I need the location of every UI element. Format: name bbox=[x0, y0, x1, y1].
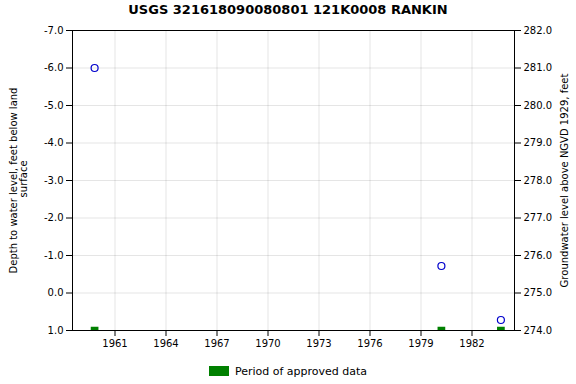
svg-text:-4.0: -4.0 bbox=[44, 137, 64, 148]
svg-text:-5.0: -5.0 bbox=[44, 100, 64, 111]
svg-text:-7.0: -7.0 bbox=[44, 25, 64, 36]
svg-text:1973: 1973 bbox=[306, 338, 331, 349]
svg-text:Groundwater level above NGVD 1: Groundwater level above NGVD 1929, feet bbox=[559, 74, 570, 288]
svg-text:1.0: 1.0 bbox=[48, 325, 64, 336]
svg-text:278.0: 278.0 bbox=[524, 175, 553, 186]
svg-text:1961: 1961 bbox=[102, 338, 127, 349]
svg-text:-3.0: -3.0 bbox=[44, 175, 64, 186]
svg-text:282.0: 282.0 bbox=[524, 25, 553, 36]
html-text:USGS 321618090080801 121K0008: USGS 321618090080801 121K0008 RANKIN bbox=[128, 2, 448, 17]
svg-text:-1.0: -1.0 bbox=[44, 250, 64, 261]
svg-text:1970: 1970 bbox=[255, 338, 280, 349]
svg-text:274.0: 274.0 bbox=[524, 325, 553, 336]
svg-text:1979: 1979 bbox=[408, 338, 433, 349]
svg-text:276.0: 276.0 bbox=[524, 250, 553, 261]
svg-text:275.0: 275.0 bbox=[524, 287, 553, 298]
svg-text:281.0: 281.0 bbox=[524, 62, 553, 73]
svg-text:-6.0: -6.0 bbox=[44, 62, 64, 73]
html-text:Period of approved data: Period of approved data bbox=[234, 364, 368, 378]
svg-text:280.0: 280.0 bbox=[524, 100, 553, 111]
svg-text:279.0: 279.0 bbox=[524, 137, 553, 148]
svg-text:1967: 1967 bbox=[204, 338, 229, 349]
svg-text:-2.0: -2.0 bbox=[44, 212, 64, 223]
svg-text:Depth to water level, feet bel: Depth to water level, feet below land su… bbox=[8, 88, 29, 274]
svg-text:1964: 1964 bbox=[153, 338, 178, 349]
svg-text:277.0: 277.0 bbox=[524, 212, 553, 223]
svg-text:1976: 1976 bbox=[357, 338, 382, 349]
svg-text:1982: 1982 bbox=[459, 338, 484, 349]
svg-text:0.0: 0.0 bbox=[48, 287, 64, 298]
